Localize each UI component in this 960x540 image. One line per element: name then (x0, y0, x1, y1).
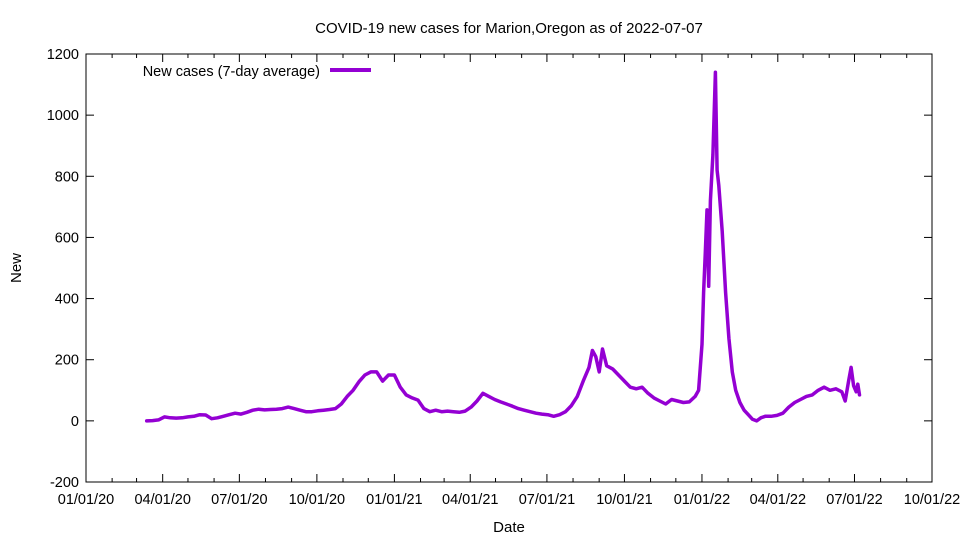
y-tick-label: 600 (55, 230, 79, 246)
x-tick-label: 04/01/22 (750, 492, 806, 508)
x-tick-label: 10/01/22 (904, 492, 960, 508)
x-axis-title: Date (493, 519, 525, 536)
y-tick-label: 1000 (47, 108, 79, 124)
y-tick-label: 200 (55, 353, 79, 369)
y-axis-title: New (8, 253, 25, 283)
plot-frame (85, 53, 933, 483)
x-tick-label: 07/01/20 (211, 492, 267, 508)
x-tick-label: 01/01/21 (366, 492, 422, 508)
x-tick-label: 10/01/21 (596, 492, 652, 508)
x-tick-label: 04/01/21 (442, 492, 498, 508)
y-tick-label: 1200 (47, 47, 79, 63)
series-line (144, 70, 862, 423)
legend: New cases (7-day average) (143, 64, 371, 80)
y-tick-label: -200 (50, 475, 79, 491)
chart-title: COVID-19 new cases for Marion,Oregon as … (315, 20, 703, 37)
x-tick-label: 01/01/22 (674, 492, 730, 508)
series-layer (144, 70, 862, 423)
x-tick-label: 10/01/20 (289, 492, 345, 508)
y-tick-label: 0 (71, 414, 79, 430)
x-tick-label: 01/01/20 (58, 492, 114, 508)
x-axis: 01/01/20 04/01/20 07/01/20 10/01/20 01/01/21… (58, 54, 960, 508)
x-tick-label: 04/01/20 (134, 492, 190, 508)
x-tick-label: 07/01/21 (519, 492, 575, 508)
y-tick-label: 800 (55, 169, 79, 185)
y-tick-label: 400 (55, 292, 79, 308)
y-axis: -200 0 200 400 600 800 1000 1200 (47, 47, 932, 491)
legend-label: New cases (7-day average) (143, 64, 320, 80)
x-tick-label: 07/01/22 (826, 492, 882, 508)
